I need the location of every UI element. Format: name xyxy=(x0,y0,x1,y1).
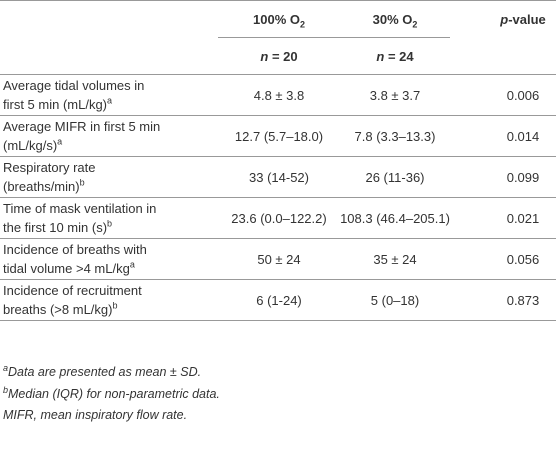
cell-value: 23.6 (0.0–122.2) xyxy=(218,197,340,239)
label-line: breaths (>8 mL/kg)b xyxy=(3,300,118,317)
superscript: a xyxy=(129,259,135,270)
superscript: b xyxy=(112,300,118,311)
cell-value: 0.014 xyxy=(450,115,556,157)
header-cell: n = 24 xyxy=(340,37,450,75)
footnote-text: Data are presented as mean ± SD. xyxy=(8,365,202,379)
label-line: Incidence of recruitment xyxy=(3,283,142,298)
superscript: a xyxy=(57,136,63,147)
cell-value: 35 ± 24 xyxy=(340,238,450,280)
cell-value: 33 (14-52) xyxy=(218,156,340,198)
cell-value: 7.8 (3.3–13.3) xyxy=(340,115,450,157)
label-line: tidal volume >4 mL/kga xyxy=(3,259,135,276)
subscript: 2 xyxy=(412,19,418,30)
row-label: Incidence of breaths with tidal volume >4… xyxy=(0,238,218,280)
cell-value: 3.8 ± 3.7 xyxy=(340,74,450,116)
label-line: Time of mask ventilation in xyxy=(3,201,157,216)
header-cell xyxy=(450,37,556,75)
data-row: Average tidal volumes in first 5 min (mL/… xyxy=(0,74,556,116)
header-row: 100% O2 30% O2 p-value xyxy=(0,0,556,38)
superscript: b xyxy=(107,218,113,229)
data-row: Incidence of breaths with tidal volume >4… xyxy=(0,238,556,280)
header-cell xyxy=(0,37,218,75)
cell-value: 0.099 xyxy=(450,156,556,198)
footnote: aData are presented as mean ± SD. xyxy=(3,362,220,384)
superscript: a xyxy=(3,362,9,373)
header-cell: n = 20 xyxy=(218,37,340,75)
cell-value: 108.3 (46.4–205.1) xyxy=(340,197,450,239)
label-line: first 5 min (mL/kg)a xyxy=(3,95,113,112)
label-line: Respiratory rate xyxy=(3,160,96,175)
italic-text: n xyxy=(260,48,269,64)
superscript: a xyxy=(107,95,113,106)
label-line: Average tidal volumes in xyxy=(3,78,145,93)
label-line: (mL/kg/s)a xyxy=(3,136,63,153)
footnotes: aData are presented as mean ± SD. bMedian… xyxy=(3,362,220,427)
row-label: Average MIFR in first 5 min (mL/kg/s)a xyxy=(0,115,218,157)
text: -value xyxy=(508,11,546,27)
cell-value: 26 (11-36) xyxy=(340,156,450,198)
superscript: b xyxy=(79,177,85,188)
header-cell: 100% O2 xyxy=(218,0,340,38)
text: = 20 xyxy=(268,48,298,64)
row-label: Average tidal volumes in first 5 min (mL/… xyxy=(0,74,218,116)
label-line: Average MIFR in first 5 min xyxy=(3,119,161,134)
label-line: Incidence of breaths with xyxy=(3,242,147,257)
data-row: Respiratory rate (breaths/min)b 33 (14-52)… xyxy=(0,156,556,198)
text: 100% O xyxy=(253,11,300,27)
subscript: 2 xyxy=(299,19,305,30)
label-line: the first 10 min (s)b xyxy=(3,218,113,235)
cell-value: 0.021 xyxy=(450,197,556,239)
data-table: 100% O2 30% O2 p-value n = 20 n = 24 Average … xyxy=(0,0,556,321)
cell-value: 4.8 ± 3.8 xyxy=(218,74,340,116)
footnote-text: Median (IQR) for non-parametric data. xyxy=(8,386,220,401)
label-line: (breaths/min)b xyxy=(3,177,85,194)
header-row: n = 20 n = 24 xyxy=(0,37,556,75)
header-cell xyxy=(0,0,218,38)
data-row: Time of mask ventilation in the first 10 … xyxy=(0,197,556,239)
superscript: b xyxy=(3,384,9,395)
data-row: Average MIFR in first 5 min (mL/kg/s)a 12.… xyxy=(0,115,556,157)
row-label: Incidence of recruitment breaths (>8 mL/k… xyxy=(0,279,218,321)
data-row: Incidence of recruitment breaths (>8 mL/k… xyxy=(0,279,556,321)
text: 30% O xyxy=(372,11,413,27)
cell-value: 5 (0–18) xyxy=(340,279,450,321)
header-cell: p-value xyxy=(450,0,556,38)
footnote: MIFR, mean inspiratory flow rate. xyxy=(3,405,220,427)
italic-text: p xyxy=(500,11,509,27)
cell-value: 50 ± 24 xyxy=(218,238,340,280)
header-cell: 30% O2 xyxy=(340,0,450,38)
cell-value: 6 (1-24) xyxy=(218,279,340,321)
cell-value: 0.056 xyxy=(450,238,556,280)
footnote: bMedian (IQR) for non-parametric data. xyxy=(3,384,220,406)
italic-text: n xyxy=(376,48,385,64)
cell-value: 12.7 (5.7–18.0) xyxy=(218,115,340,157)
row-label: Respiratory rate (breaths/min)b xyxy=(0,156,218,198)
row-label: Time of mask ventilation in the first 10 … xyxy=(0,197,218,239)
table-body: 100% O2 30% O2 p-value n = 20 n = 24 Average … xyxy=(0,0,556,321)
text: = 24 xyxy=(384,48,414,64)
cell-value: 0.873 xyxy=(450,279,556,321)
cell-value: 0.006 xyxy=(450,74,556,116)
footnote-text: MIFR, mean inspiratory flow rate. xyxy=(3,408,188,422)
